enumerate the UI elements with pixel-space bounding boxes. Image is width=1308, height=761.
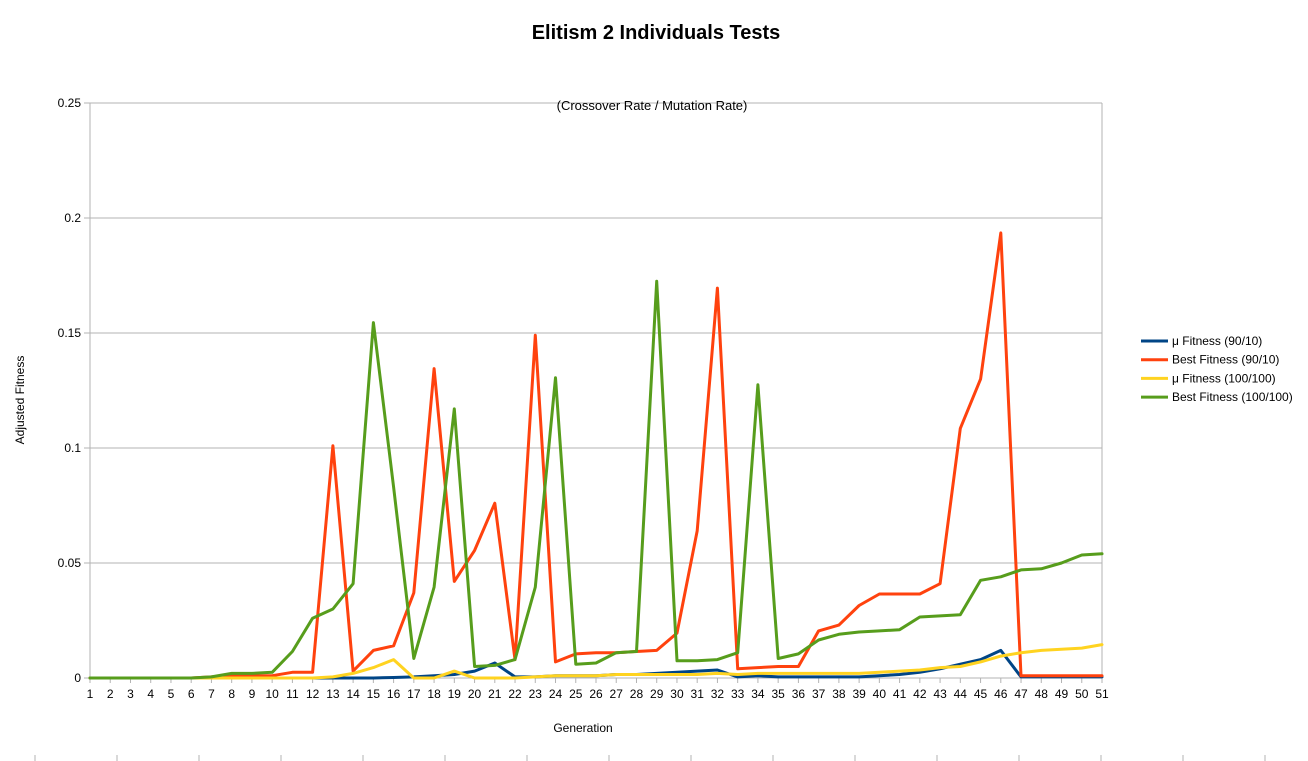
series-lines	[88, 231, 1104, 680]
x-tick-label: 10	[265, 687, 279, 701]
x-tick-label: 24	[549, 687, 563, 701]
y-tick-label: 0	[74, 671, 81, 685]
x-tick-label: 32	[711, 687, 725, 701]
legend-entry: Best Fitness (90/10)	[1172, 353, 1279, 367]
x-tick-label: 11	[286, 687, 299, 701]
x-tick-label: 29	[650, 687, 664, 701]
x-tick-label: 21	[488, 687, 502, 701]
gridlines	[84, 102, 1103, 683]
legend-entry: Best Fitness (100/100)	[1172, 390, 1293, 404]
x-tick-label: 4	[147, 687, 154, 701]
x-tick-label: 51	[1095, 687, 1109, 701]
x-tick-label: 41	[893, 687, 907, 701]
chart-title: Elitism 2 Individuals Tests	[532, 22, 781, 44]
x-tick-label: 45	[974, 687, 988, 701]
x-tick-label: 23	[529, 687, 543, 701]
x-tick-label: 1	[87, 687, 94, 701]
x-tick-label: 27	[610, 687, 624, 701]
x-tick-label: 7	[208, 687, 215, 701]
y-tick-label: 0.15	[58, 326, 82, 340]
y-tick-label: 0.05	[58, 556, 82, 570]
x-tick-label: 6	[188, 687, 195, 701]
chart-subtitle: (Crossover Rate / Mutation Rate)	[557, 98, 748, 113]
series-line-4	[88, 279, 1104, 680]
x-tick-label: 46	[994, 687, 1008, 701]
x-tick-label: 42	[913, 687, 927, 701]
series-line-3	[88, 643, 1104, 680]
x-tick-label: 30	[670, 687, 684, 701]
x-tick-label: 16	[387, 687, 401, 701]
x-tick-label: 14	[346, 687, 360, 701]
x-tick-label: 19	[448, 687, 462, 701]
y-axis-label: Adjusted Fitness	[13, 356, 27, 445]
x-tick-label: 39	[852, 687, 866, 701]
x-tick-label: 8	[228, 687, 235, 701]
x-tick-label: 31	[691, 687, 705, 701]
x-tick-label: 2	[107, 687, 114, 701]
y-axis-ticks: 0 0.05 0.1 0.15 0.2 0.25	[58, 96, 82, 685]
x-tick-label: 47	[1014, 687, 1028, 701]
y-tick-label: 0.25	[58, 96, 82, 110]
page-edge-ticks	[34, 755, 1266, 761]
x-tick-label: 40	[873, 687, 887, 701]
x-tick-label: 26	[589, 687, 603, 701]
y-tick-label: 0.2	[64, 211, 81, 225]
x-axis-ticks: 1 2 3 4 5 6 7 8 9 10 11 12 13 14 15 16 17 18 19 20 21 22 23 24 2…	[87, 678, 1109, 701]
x-tick-label: 38	[832, 687, 846, 701]
x-tick-label: 36	[792, 687, 806, 701]
x-tick-label: 9	[249, 687, 256, 701]
x-tick-label: 22	[508, 687, 522, 701]
x-tick-label: 18	[427, 687, 441, 701]
x-tick-label: 43	[933, 687, 947, 701]
x-tick-label: 5	[168, 687, 175, 701]
x-tick-label: 17	[407, 687, 421, 701]
x-tick-label: 49	[1055, 687, 1069, 701]
x-tick-label: 33	[731, 687, 745, 701]
x-tick-label: 28	[630, 687, 644, 701]
x-tick-label: 50	[1075, 687, 1089, 701]
legend-entry: μ Fitness (90/10)	[1172, 334, 1262, 348]
x-tick-label: 25	[569, 687, 583, 701]
legend-entry: μ Fitness (100/100)	[1172, 371, 1276, 385]
y-tick-label: 0.1	[64, 441, 81, 455]
x-tick-label: 34	[751, 687, 765, 701]
x-tick-label: 3	[127, 687, 134, 701]
x-tick-label: 35	[771, 687, 785, 701]
series-line-2	[88, 231, 1104, 680]
x-tick-label: 15	[367, 687, 381, 701]
x-tick-label: 48	[1035, 687, 1049, 701]
x-axis-label: Generation	[553, 721, 612, 735]
x-tick-label: 44	[954, 687, 968, 701]
x-tick-label: 13	[326, 687, 340, 701]
legend: μ Fitness (90/10) Best Fitness (90/10) μ F…	[1141, 334, 1293, 404]
x-tick-label: 12	[306, 687, 320, 701]
x-tick-label: 20	[468, 687, 482, 701]
x-tick-label: 37	[812, 687, 826, 701]
